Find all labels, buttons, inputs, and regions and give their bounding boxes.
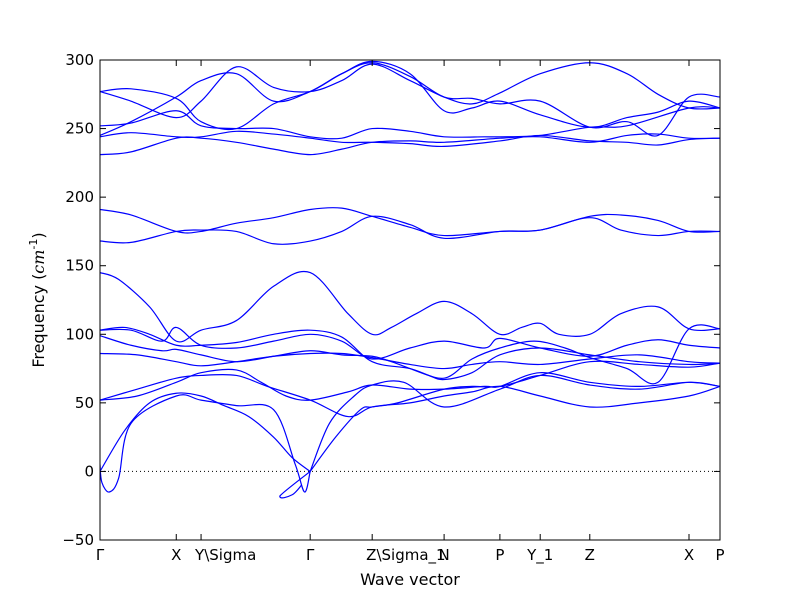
dispersion-branch-19 [100, 62, 720, 137]
x-tick-label-11: P [715, 546, 724, 564]
y-tick-label: 300 [65, 51, 94, 69]
x-axis-label: Wave vector [360, 570, 460, 589]
y-tick-label: 100 [65, 325, 94, 343]
dispersion-branch-15 [100, 133, 720, 156]
dispersion-branch-1 [100, 394, 311, 493]
y-axis-label-text: Frequency [29, 285, 48, 368]
y-tick-label: 250 [65, 120, 94, 138]
dispersion-branch-10 [100, 326, 720, 360]
x-tick-label-2: X [171, 546, 181, 564]
dispersion-branch-6 [309, 374, 720, 472]
dispersion-branch-12 [100, 270, 720, 343]
dispersion-branch-2 [279, 470, 311, 499]
x-axis: Γ X Y\Sigma Γ Z\Sigma_1N P Y_1 Z X P [96, 60, 725, 565]
x-tick-label-6: N [438, 546, 449, 564]
y-tick-label: 50 [75, 394, 94, 412]
dispersion-branch-20 [100, 62, 720, 119]
x-tick-label-8: Y_1 [526, 546, 553, 565]
dispersion-branch-7 [309, 360, 720, 472]
y-tick-label: −50 [62, 531, 94, 549]
x-tick-label-5: Z\Sigma_1 [366, 546, 445, 565]
dispersion-branch-9 [100, 335, 720, 381]
x-tick-label-10: X [684, 546, 694, 564]
plot-frame [99, 59, 721, 541]
dispersion-branch-11 [100, 324, 720, 385]
y-axis-unit-exponent: -1 [27, 239, 40, 250]
x-tick-label-3: Y\Sigma [194, 546, 256, 564]
y-tick-label: 0 [84, 462, 94, 480]
x-tick-label-9: Z [585, 546, 595, 564]
dispersion-branch-18 [100, 60, 720, 136]
dispersion-branch-13 [100, 207, 720, 237]
dispersion-branch-3 [100, 392, 311, 472]
x-tick-label-7: P [495, 546, 504, 564]
y-axis-unit: cm [29, 250, 48, 274]
y-tick-label: 150 [65, 257, 94, 275]
y-axis: −50 0 50 100 150 200 250 300 [62, 51, 720, 549]
x-tick-label-1: Γ [96, 546, 105, 564]
x-tick-label-4: Γ [306, 546, 315, 564]
dispersion-branch-14 [100, 215, 720, 245]
y-axis-label: Frequency (cm-1) [27, 232, 48, 367]
dispersion-branch-16 [100, 130, 720, 148]
y-tick-label: 200 [65, 188, 94, 206]
dispersion-curves [100, 60, 720, 499]
